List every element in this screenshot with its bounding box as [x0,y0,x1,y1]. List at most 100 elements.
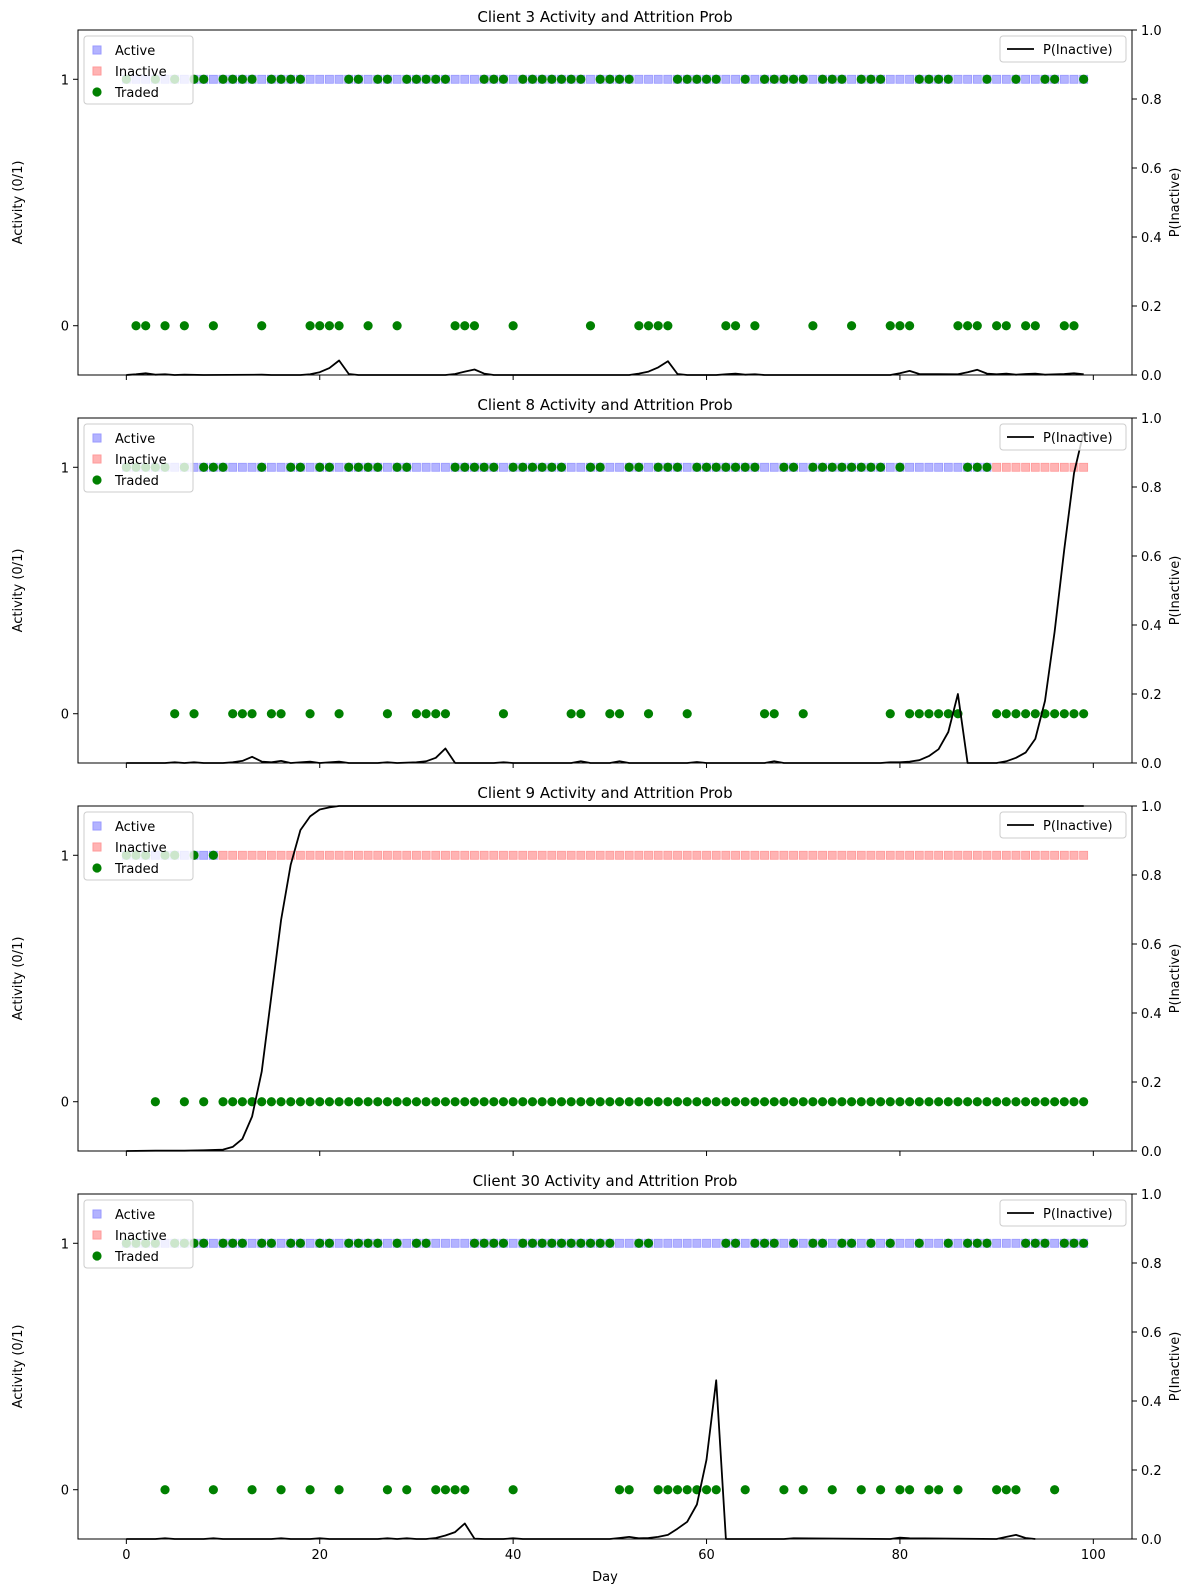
traded-point [382,709,393,719]
traded-point [904,321,915,331]
active-marker [460,1238,470,1248]
inactive-marker [441,850,450,860]
active-marker [266,462,276,472]
inactive-marker [334,850,344,860]
inactive-marker [731,850,740,860]
traded-point [218,1238,228,1248]
y-tick-label: 1 [61,73,69,88]
inactive-marker [547,850,557,860]
traded-point [276,1485,286,1495]
traded-point [585,321,596,331]
legend-inactive-label: Inactive [115,1229,167,1244]
traded-point [904,709,915,719]
inactive-marker [508,850,518,860]
inactive-marker [257,850,267,860]
y-tick-label: 0 [61,320,69,335]
traded-point [798,74,808,84]
traded-point [257,462,267,472]
traded-point [276,74,286,84]
traded-point [1050,1485,1060,1495]
traded-point [1079,74,1089,84]
traded-point [992,1097,1002,1107]
inactive-marker [460,850,470,860]
inactive-marker [1001,850,1011,860]
traded-point [730,462,741,472]
active-marker [963,74,973,84]
y2-tick-label: 0.6 [1141,162,1162,177]
traded-point [547,1238,557,1248]
active-marker [934,462,944,472]
inactive-marker [653,850,663,860]
traded-point [837,1238,847,1248]
traded-point [682,1097,692,1107]
chart-title: Client 8 Activity and Attrition Prob [477,396,732,414]
inactive-marker [634,850,644,860]
traded-point [963,321,973,331]
legend-box [999,35,1127,63]
active-marker [276,1238,286,1248]
y-axis-label: Activity (0/1) [11,161,26,245]
active-marker [1021,74,1031,84]
inactive-marker [856,850,866,860]
traded-point [856,1097,866,1107]
traded-point [334,709,344,719]
legend-box [83,423,194,493]
legend-right: P(Inactive) [999,423,1127,451]
traded-point [595,1238,605,1248]
inactive-marker [1059,850,1069,860]
traded-point [663,462,673,472]
inactive-marker [866,850,876,860]
traded-point [353,1097,364,1107]
traded-point [730,321,741,331]
traded-point [595,74,605,84]
traded-point [846,1238,857,1248]
traded-point [934,1485,944,1495]
traded-point [866,462,876,472]
traded-point [740,1097,750,1107]
traded-point [460,321,470,331]
inactive-marker [847,850,856,860]
inactive-marker [827,850,837,860]
traded-point [315,1238,325,1248]
traded-point [682,709,692,719]
active-marker [798,462,808,472]
traded-point [160,321,170,331]
active-marker [247,462,257,472]
traded-point [895,321,905,331]
traded-point [692,74,702,84]
traded-point [856,462,866,472]
legend-traded-label: Traded [114,86,159,101]
y-tick-label: 1 [61,849,69,864]
traded-point [566,1238,576,1248]
inactive-marker [383,850,392,860]
inactive-marker [905,850,914,860]
traded-point [643,321,654,331]
active-marker [953,74,963,84]
traded-point [440,74,451,84]
traded-point [518,462,528,472]
traded-point [431,709,441,719]
traded-point [1059,709,1069,719]
y2-axis-label: P(Inactive) [1168,556,1183,626]
traded-point [324,1238,335,1248]
active-marker [247,1238,257,1248]
traded-point [653,1485,663,1495]
traded-point [208,850,218,860]
traded-point [730,1238,741,1248]
traded-point [556,1238,567,1248]
active-marker [847,74,856,84]
traded-point [257,1097,267,1107]
y2-tick-label: 0.2 [1141,1464,1162,1479]
prob-inactive-line [126,805,1084,1152]
traded-point [479,462,489,472]
traded-point [228,709,238,719]
traded-point [895,1097,905,1107]
traded-point [237,1238,247,1248]
active-marker [934,1238,944,1248]
traded-point [537,1238,547,1248]
traded-point [1040,1097,1050,1107]
traded-point [624,74,634,84]
traded-point [721,1238,731,1248]
traded-point [353,462,364,472]
traded-point [353,74,364,84]
